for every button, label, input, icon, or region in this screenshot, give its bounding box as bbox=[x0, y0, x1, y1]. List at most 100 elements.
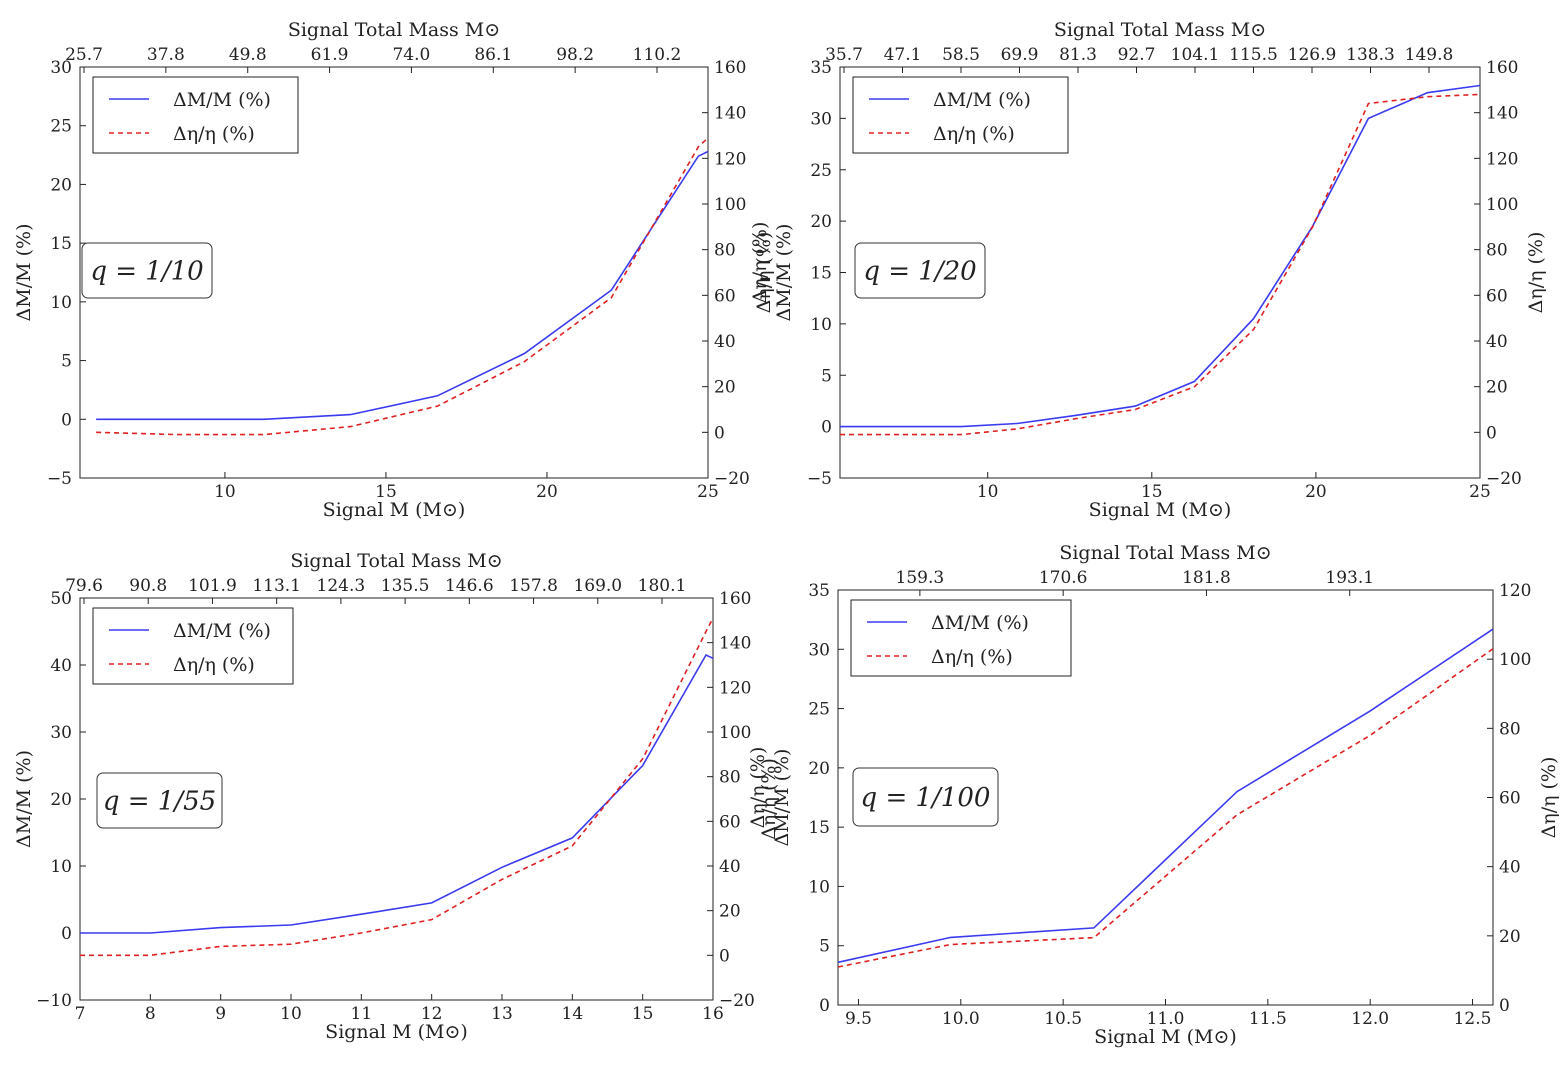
y-left-tick-label: 0 bbox=[821, 418, 832, 438]
series-line-eta bbox=[96, 137, 709, 436]
legend-label-mchirp: ΔM/M (%) bbox=[173, 620, 271, 642]
y-right-tick-label: −20 bbox=[1486, 469, 1522, 489]
y-right-tick-label: 120 bbox=[1486, 149, 1518, 169]
y-left-tick-label: 5 bbox=[821, 366, 832, 386]
x-tick-label: 7 bbox=[75, 1004, 86, 1024]
y-left-tick-label: 15 bbox=[810, 264, 832, 284]
top-tick-label: 101.9 bbox=[188, 576, 237, 596]
y-right-tick-label: 40 bbox=[1486, 332, 1508, 352]
y-left-axis-label-2: Δη/η (%) bbox=[747, 747, 769, 829]
chart-panel-bottom-left: 7 8 9 10 11 12 13 14 15 16 −10 0 10 20 30 40 50 −20 0 20 40 6… bbox=[13, 550, 780, 1043]
x-tick-label: 12 bbox=[421, 1004, 443, 1024]
y-left-tick-label: 0 bbox=[61, 410, 72, 430]
x-tick-label: 10.0 bbox=[942, 1009, 980, 1029]
chart-panel-bottom-right: 9.5 10.0 10.5 11.0 11.5 12.0 12.5 0 5 10 15 20 25 30 3… bbox=[747, 542, 1560, 1048]
y-left-tick-label: 20 bbox=[50, 790, 72, 810]
x-tick-label: 13 bbox=[491, 1004, 513, 1024]
y-left-axis-label: ΔM/M (%) bbox=[771, 749, 793, 847]
top-tick-label: 35.7 bbox=[825, 45, 863, 65]
q-annotation-box bbox=[81, 242, 213, 299]
legend-label-eta: Δη/η (%) bbox=[933, 123, 1015, 145]
y-right-tick-label: 140 bbox=[719, 634, 751, 654]
y-right-tick-label: 20 bbox=[1499, 927, 1521, 947]
top-tick-label: 69.9 bbox=[1001, 45, 1039, 65]
y-left-axis-label-2: Δη/η (%) bbox=[749, 222, 771, 304]
top-tick-label: 61.9 bbox=[311, 45, 349, 65]
x-tick-label: 15 bbox=[375, 482, 397, 502]
q-annotation-box bbox=[852, 767, 999, 827]
top-tick-label: 81.3 bbox=[1059, 45, 1097, 65]
top-tick-label: 157.8 bbox=[509, 576, 558, 596]
legend: ΔM/M (%) Δη/η (%) bbox=[850, 599, 1072, 677]
q-annotation-box bbox=[854, 242, 986, 299]
x-tick-label: 9.5 bbox=[845, 1009, 872, 1029]
y-right-tick-label: 100 bbox=[1486, 195, 1518, 215]
y-left-tick-label: 10 bbox=[810, 315, 832, 335]
y-right-tick-label: 0 bbox=[719, 946, 730, 966]
y-right-tick-label: 160 bbox=[714, 58, 746, 78]
x-tick-label: 14 bbox=[562, 1004, 584, 1024]
y-left-tick-label: 10 bbox=[50, 293, 72, 313]
y-left-tick-label: 30 bbox=[50, 58, 72, 78]
y-right-tick-label: 60 bbox=[719, 812, 741, 832]
legend-label-mchirp: ΔM/M (%) bbox=[933, 89, 1031, 111]
legend-box bbox=[850, 599, 1072, 677]
y-left-tick-label: 40 bbox=[50, 656, 72, 676]
x-tick-label: 12.0 bbox=[1351, 1009, 1389, 1029]
top-tick-label: 181.8 bbox=[1182, 568, 1231, 588]
y-left-tick-label: 35 bbox=[810, 58, 832, 78]
top-tick-label: 79.6 bbox=[65, 576, 103, 596]
series-line-mchirp bbox=[96, 150, 709, 421]
legend-box bbox=[852, 76, 1069, 154]
q-annotation-label: q = 1/20 bbox=[863, 257, 976, 287]
y-left-axis-label: ΔM/M (%) bbox=[13, 224, 35, 322]
top-axis-label: Signal Total Mass M⊙ bbox=[290, 550, 502, 572]
y-right-tick-label: 140 bbox=[1486, 104, 1518, 124]
legend-box bbox=[92, 607, 294, 685]
top-tick-label: 47.1 bbox=[884, 45, 922, 65]
y-left-tick-label: 5 bbox=[61, 352, 72, 372]
top-tick-label: 170.6 bbox=[1039, 568, 1088, 588]
y-right-tick-label: 60 bbox=[714, 286, 736, 306]
top-tick-label: 159.3 bbox=[896, 568, 945, 588]
q-annotation-label: q = 1/10 bbox=[90, 257, 203, 287]
y-left-tick-label: 0 bbox=[61, 924, 72, 944]
y-left-tick-label: 10 bbox=[50, 857, 72, 877]
x-tick-label: 15 bbox=[1141, 482, 1163, 502]
y-left-tick-label: 20 bbox=[810, 212, 832, 232]
x-axis-label: Signal M (M⊙) bbox=[1094, 1026, 1237, 1048]
top-tick-label: 25.7 bbox=[65, 45, 103, 65]
series-line-eta bbox=[80, 617, 714, 957]
y-left-tick-label: 25 bbox=[808, 700, 830, 720]
x-tick-label: 20 bbox=[536, 482, 558, 502]
y-left-tick-label: 10 bbox=[808, 877, 830, 897]
x-tick-label: 16 bbox=[702, 1004, 724, 1024]
y-left-axis-label: ΔM/M (%) bbox=[13, 750, 35, 848]
y-right-tick-label: 100 bbox=[719, 723, 751, 743]
y-right-tick-label: 100 bbox=[1499, 650, 1531, 670]
y-left-tick-label: 15 bbox=[50, 234, 72, 254]
y-left-tick-label: 0 bbox=[819, 996, 830, 1016]
y-right-tick-label: 120 bbox=[1499, 581, 1531, 601]
y-left-tick-label: −5 bbox=[47, 469, 72, 489]
y-left-tick-label: 30 bbox=[810, 109, 832, 129]
x-tick-label: 10 bbox=[214, 482, 236, 502]
top-tick-label: 193.1 bbox=[1325, 568, 1374, 588]
y-left-tick-label: 30 bbox=[50, 723, 72, 743]
x-tick-label: 20 bbox=[1305, 482, 1327, 502]
y-right-tick-label: −20 bbox=[719, 991, 755, 1011]
y-right-tick-label: 100 bbox=[714, 195, 746, 215]
top-tick-label: 138.3 bbox=[1346, 45, 1395, 65]
top-tick-label: 135.5 bbox=[381, 576, 430, 596]
top-tick-label: 169.0 bbox=[573, 576, 622, 596]
x-tick-label: 10 bbox=[977, 482, 999, 502]
legend-label-mchirp: ΔM/M (%) bbox=[173, 89, 271, 111]
top-tick-label: 113.1 bbox=[252, 576, 301, 596]
y-right-tick-label: 160 bbox=[719, 589, 751, 609]
y-left-tick-label: 15 bbox=[808, 818, 830, 838]
y-right-tick-label: 0 bbox=[1486, 423, 1497, 443]
legend: ΔM/M (%) Δη/η (%) bbox=[852, 76, 1069, 154]
y-right-tick-label: 0 bbox=[1499, 996, 1510, 1016]
x-tick-label: 11.5 bbox=[1249, 1009, 1287, 1029]
y-left-tick-label: 25 bbox=[50, 117, 72, 137]
